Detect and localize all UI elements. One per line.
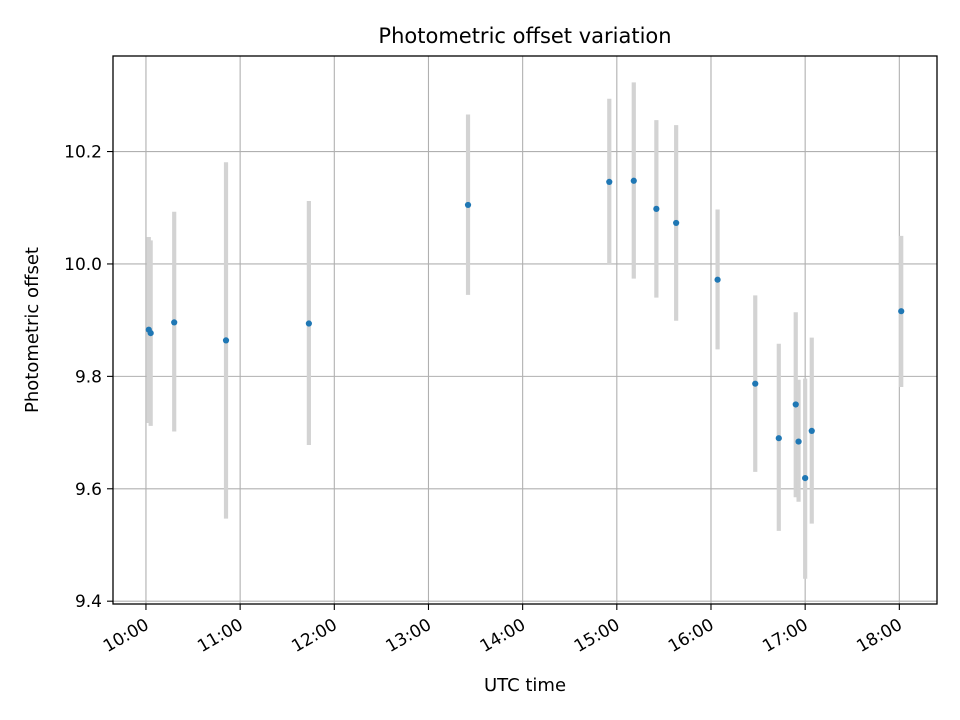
data-point [147, 329, 154, 337]
x-tick-label: 12:00 [288, 615, 340, 657]
data-point [630, 177, 637, 184]
y-axis-ticks: 9.4 9.6 9.8 10.0 10.2 [64, 143, 113, 612]
data-point [464, 201, 472, 209]
data-point [222, 337, 230, 344]
x-tick-label: 13:00 [383, 615, 435, 657]
x-axis-ticks: 10:00 11:00 12:00 13:00 14:00 15:00 16:00 17:00… [100, 604, 906, 657]
data-point [606, 178, 613, 185]
y-tick-label: 9.8 [75, 367, 102, 387]
x-tick-label: 18:00 [853, 615, 905, 657]
data-point [171, 319, 178, 326]
data-point [795, 438, 802, 445]
grid [113, 56, 937, 604]
error-bars [146, 82, 904, 579]
data-point [653, 205, 660, 212]
data-point [802, 475, 809, 482]
x-tick-label: 10:00 [100, 615, 152, 657]
data-point [898, 308, 905, 315]
data-point [775, 435, 782, 442]
x-tick-label: 14:00 [477, 615, 529, 657]
data-point [792, 401, 799, 408]
y-tick-label: 10.0 [64, 255, 102, 275]
y-tick-label: 10.2 [64, 143, 102, 163]
y-tick-label: 9.6 [75, 480, 102, 500]
y-tick-label: 9.4 [75, 592, 102, 612]
x-tick-label: 16:00 [665, 615, 717, 657]
data-points [145, 177, 905, 482]
data-point [752, 380, 759, 387]
x-axis-label: UTC time [484, 675, 566, 696]
x-tick-label: 15:00 [571, 615, 623, 657]
data-point [673, 219, 680, 227]
data-point [714, 276, 721, 283]
y-axis-label: Photometric offset [22, 247, 43, 413]
data-point [808, 427, 815, 434]
data-point [305, 320, 312, 327]
chart-title: Photometric offset variation [378, 24, 671, 48]
x-tick-label: 17:00 [759, 615, 811, 657]
x-tick-label: 11:00 [194, 615, 246, 657]
plot-frame [112, 55, 938, 605]
